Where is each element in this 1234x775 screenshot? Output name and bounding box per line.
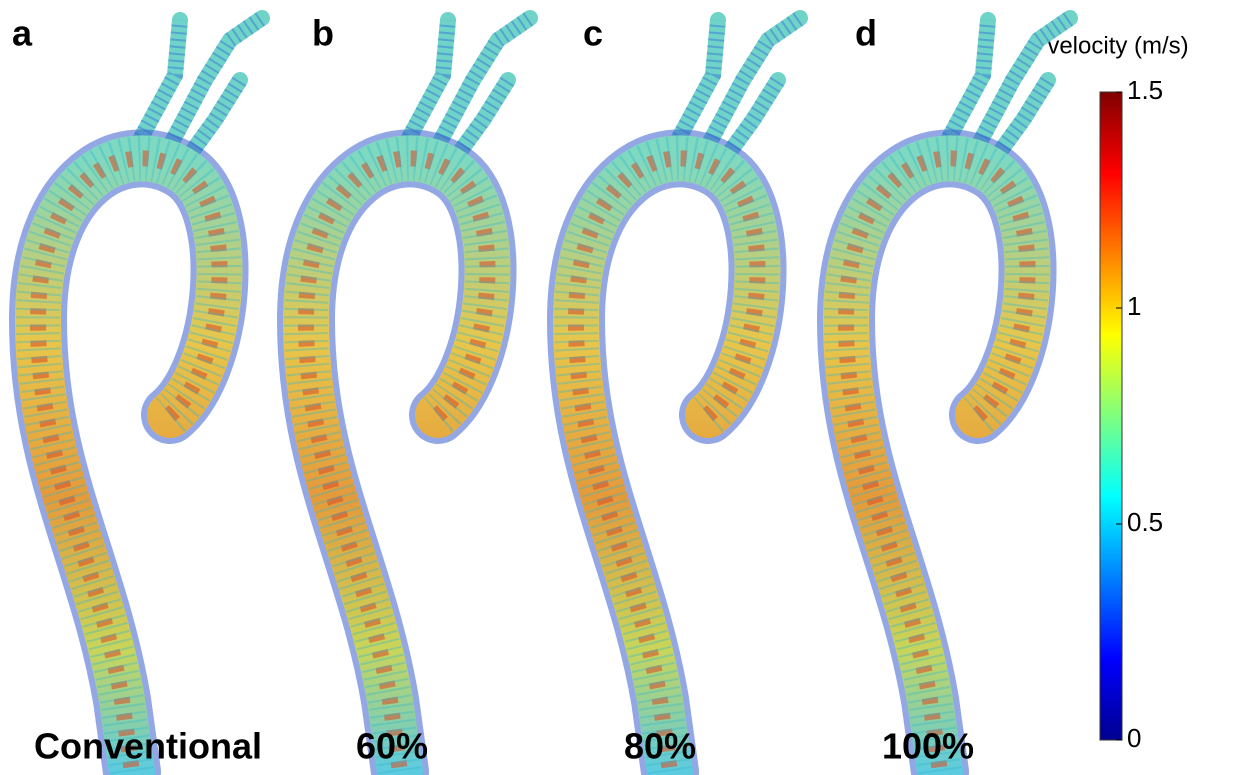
panel-label: Conventional bbox=[34, 726, 262, 767]
colorbar-tick-label: 1 bbox=[1127, 291, 1141, 321]
colorbar-tick-label: 0 bbox=[1127, 723, 1141, 753]
aorta-panel bbox=[306, 18, 530, 772]
panel-label: 100% bbox=[882, 726, 974, 767]
colorbar-tick-label: 0.5 bbox=[1127, 507, 1163, 537]
aorta-panel bbox=[846, 18, 1070, 772]
panel-letter: b bbox=[312, 13, 334, 54]
aorta-panel bbox=[38, 18, 262, 772]
panel-letter: a bbox=[12, 13, 33, 54]
panel-letter: d bbox=[855, 13, 877, 54]
aorta-panel bbox=[576, 18, 800, 772]
panel-label: 80% bbox=[624, 726, 696, 767]
figure: velocity (m/s) aConventionalb60%c80%d100… bbox=[0, 0, 1234, 775]
colorbar bbox=[1100, 92, 1122, 740]
panel-label: 60% bbox=[356, 726, 428, 767]
colorbar-title: velocity (m/s) bbox=[1047, 32, 1188, 59]
panel-letter: c bbox=[583, 13, 603, 54]
colorbar-tick-label: 1.5 bbox=[1127, 75, 1163, 105]
